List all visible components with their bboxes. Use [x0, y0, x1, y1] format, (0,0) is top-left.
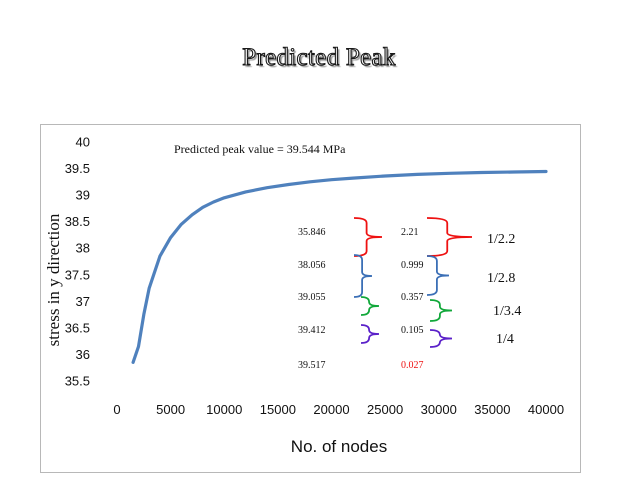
x-tick-label: 5000 [156, 402, 185, 417]
chart-frame: 35.5 36 36.5 37 37.5 38 38.5 39 39.5 40 0 5000 1000… [40, 124, 581, 473]
curly-brace [426, 255, 450, 296]
table-value: 38.056 [298, 260, 326, 271]
table-diff: 0.027 [401, 360, 424, 371]
curly-brace [353, 217, 383, 257]
table-diff: 0.357 [401, 292, 424, 303]
table-diff: 0.999 [401, 260, 424, 271]
x-tick-label: 0 [113, 402, 120, 417]
x-tick-label: 20000 [313, 402, 349, 417]
y-tick-label: 38 [76, 241, 90, 256]
table-value: 39.517 [298, 360, 326, 371]
y-tick-label: 37 [76, 294, 90, 309]
curly-brace [360, 296, 380, 316]
table-diff: 2.21 [401, 227, 419, 238]
curly-brace [353, 254, 373, 298]
slide-title: Predicted Peak [242, 43, 396, 71]
y-tick-label: 37.5 [65, 267, 90, 282]
curly-brace [426, 217, 473, 257]
ratio-label: 1/2.8 [487, 271, 515, 286]
x-tick-label: 35000 [474, 402, 510, 417]
x-axis-label: No. of nodes [291, 437, 387, 456]
curly-brace [360, 324, 380, 344]
y-tick-label: 39 [76, 188, 90, 203]
ratio-label: 1/4 [496, 332, 514, 347]
curly-brace [429, 329, 453, 348]
table-value: 35.846 [298, 227, 326, 238]
stress-chart: 35.5 36 36.5 37 37.5 38 38.5 39 39.5 40 0 5000 1000… [44, 135, 564, 457]
x-tick-label: 15000 [260, 402, 296, 417]
y-tick-label: 40 [76, 135, 90, 150]
y-tick-label: 39.5 [65, 161, 90, 176]
predicted-peak-annotation: Predicted peak value = 39.544 MPa [174, 142, 346, 156]
table-value: 39.412 [298, 325, 326, 336]
x-tick-label: 25000 [367, 402, 403, 417]
x-tick-label: 40000 [528, 402, 564, 417]
y-tick-label: 35.5 [65, 374, 90, 389]
ratio-label: 1/2.2 [487, 232, 515, 247]
x-tick-label: 10000 [206, 402, 242, 417]
x-tick-label: 30000 [421, 402, 457, 417]
table-value: 39.055 [298, 292, 326, 303]
stress-series-line [131, 169, 548, 364]
y-tick-label: 38.5 [65, 214, 90, 229]
y-tick-label: 36 [76, 347, 90, 362]
table-diff: 0.105 [401, 325, 424, 336]
y-axis-label: stress in y direction [44, 213, 63, 346]
y-tick-label: 36.5 [65, 320, 90, 335]
curly-brace [429, 299, 453, 322]
ratio-label: 1/3.4 [493, 304, 521, 319]
